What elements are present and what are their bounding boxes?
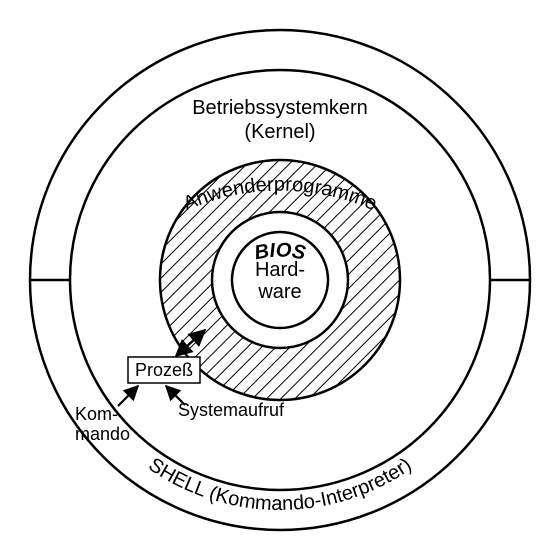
kommando-label-line1: Kom- bbox=[75, 404, 118, 424]
os-layers-diagram: Anwenderprogramme SHELL (Kommando-Interp… bbox=[0, 0, 560, 560]
kernel-label-line2: (Kernel) bbox=[244, 121, 315, 143]
kommando-label-line2: mando bbox=[75, 424, 130, 444]
systemaufruf-arrow bbox=[166, 386, 185, 405]
outer-ring-bottom-label: SHELL (Kommando-Interpreter) bbox=[144, 454, 415, 515]
hardware-label-line1: Hard- bbox=[255, 259, 305, 281]
systemaufruf-label: Systemaufruf bbox=[178, 400, 285, 420]
kommando-arrow bbox=[118, 386, 138, 406]
kernel-label-line1: Betriebssystemkern bbox=[192, 97, 368, 119]
process-label: Prozeß bbox=[135, 360, 193, 380]
hardware-label-line2: ware bbox=[257, 281, 301, 303]
